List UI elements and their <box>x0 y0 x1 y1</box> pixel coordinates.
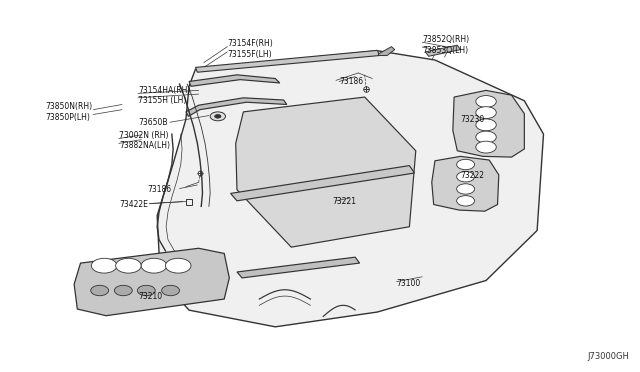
Circle shape <box>210 112 225 121</box>
Circle shape <box>116 258 141 273</box>
Text: 73850N(RH)
73850P(LH): 73850N(RH) 73850P(LH) <box>45 102 93 122</box>
Circle shape <box>476 96 496 108</box>
Polygon shape <box>236 97 416 247</box>
Text: 73186: 73186 <box>148 185 172 194</box>
Text: 73222: 73222 <box>461 171 484 180</box>
Circle shape <box>457 171 474 182</box>
Text: 73650B: 73650B <box>138 118 168 127</box>
Circle shape <box>457 159 474 170</box>
Circle shape <box>92 258 117 273</box>
Text: 73154F(RH)
73155F(LH): 73154F(RH) 73155F(LH) <box>227 39 273 58</box>
Text: 73230: 73230 <box>461 115 484 124</box>
Circle shape <box>457 196 474 206</box>
Text: J73000GH: J73000GH <box>588 352 630 361</box>
Circle shape <box>115 285 132 296</box>
Text: 73221: 73221 <box>333 197 356 206</box>
Polygon shape <box>453 90 524 157</box>
Polygon shape <box>74 248 229 316</box>
Circle shape <box>214 115 221 118</box>
Polygon shape <box>378 46 395 55</box>
Text: 73100: 73100 <box>397 279 421 288</box>
Text: 73422E: 73422E <box>119 200 148 209</box>
Polygon shape <box>237 257 360 278</box>
Text: 73002N (RH)
73882NA(LH): 73002N (RH) 73882NA(LH) <box>119 131 170 151</box>
Polygon shape <box>230 166 415 201</box>
Polygon shape <box>157 51 543 327</box>
Text: 73154HA(RH)
73155H (LH): 73154HA(RH) 73155H (LH) <box>138 86 190 105</box>
Circle shape <box>476 131 496 143</box>
Circle shape <box>141 258 167 273</box>
Polygon shape <box>186 98 287 116</box>
Circle shape <box>166 258 191 273</box>
Text: 73186: 73186 <box>339 77 364 86</box>
Polygon shape <box>426 45 461 56</box>
Circle shape <box>476 141 496 153</box>
Polygon shape <box>432 156 499 211</box>
Text: 73210: 73210 <box>138 292 162 301</box>
Circle shape <box>138 285 156 296</box>
Circle shape <box>91 285 109 296</box>
Circle shape <box>476 107 496 119</box>
Circle shape <box>476 119 496 131</box>
Text: 73852Q(RH)
73853Q(LH): 73852Q(RH) 73853Q(LH) <box>422 35 469 55</box>
Circle shape <box>457 184 474 194</box>
Polygon shape <box>189 75 280 86</box>
Circle shape <box>162 285 179 296</box>
Polygon shape <box>195 50 380 72</box>
